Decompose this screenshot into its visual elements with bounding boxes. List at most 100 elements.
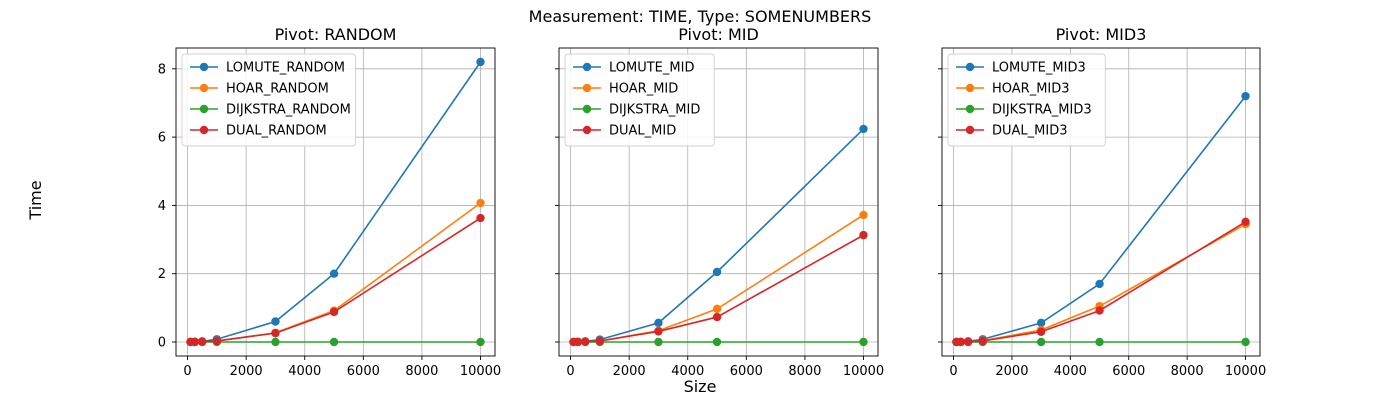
legend-marker	[965, 104, 975, 114]
y-tick-label: 0	[158, 336, 166, 351]
axes-frame	[558, 47, 879, 357]
legend-marker	[199, 125, 209, 135]
legend-box	[181, 53, 356, 147]
x-tick-label: 2000	[230, 364, 263, 379]
x-tick-label: 8000	[405, 364, 438, 379]
legend-marker	[965, 83, 975, 93]
data-point	[1095, 279, 1104, 289]
x-tick-label: 4000	[288, 364, 321, 379]
data-point	[329, 307, 339, 317]
axes-frame	[175, 47, 496, 357]
x-tick-label: 2000	[613, 364, 646, 379]
y-tick-label: 2	[158, 267, 166, 282]
data-point	[654, 337, 663, 347]
data-point	[712, 337, 722, 347]
subplot-title: Pivot: MID3	[1056, 25, 1147, 44]
x-tick-label: 8000	[788, 364, 821, 379]
legend-label: LOMUTE_MID3	[992, 61, 1086, 76]
legend-marker	[582, 83, 592, 93]
data-point	[476, 198, 485, 208]
x-tick-label: 10000	[843, 364, 884, 379]
data-point	[329, 337, 339, 347]
legend-label: LOMUTE_MID	[609, 61, 694, 76]
data-point	[859, 210, 868, 220]
x-tick-label: 0	[949, 364, 957, 379]
legend-box	[947, 53, 1106, 147]
data-point	[712, 267, 722, 277]
figure-y-label: Time	[26, 180, 45, 220]
data-point	[212, 336, 222, 346]
data-point	[654, 318, 663, 328]
data-point	[1036, 318, 1046, 328]
data-point	[1095, 306, 1104, 315]
y-tick-label: 6	[158, 131, 166, 146]
data-point	[271, 317, 280, 326]
subplot-2: 0 2000 4000 6000 8000 10000 Pivot: MID LOMUTE_M…	[555, 25, 884, 379]
data-point	[271, 328, 280, 338]
x-tick-label: 6000	[730, 364, 763, 379]
x-tick-label: 6000	[347, 364, 380, 379]
data-point	[476, 213, 485, 223]
x-tick-label: 4000	[671, 364, 704, 379]
x-tick-label: 8000	[1171, 364, 1204, 379]
x-tick-label: 10000	[1225, 364, 1266, 379]
legend-label: HOAR_MID	[609, 82, 678, 97]
data-point	[476, 337, 485, 347]
legend-label: DIJKSTRA_MID3	[992, 103, 1092, 118]
legend: LOMUTE_MID HOAR_MID DIJKSTRA_MID DUAL_MID	[564, 53, 715, 147]
legend-label: HOAR_MID3	[992, 82, 1070, 97]
data-point	[1036, 327, 1046, 336]
legend-marker	[965, 125, 975, 135]
x-tick-label: 2000	[995, 364, 1028, 379]
legend-label: LOMUTE_RANDOM	[226, 61, 345, 76]
subplot-title: Pivot: MID	[678, 25, 759, 44]
legend-label: DIJKSTRA_RANDOM	[226, 103, 351, 118]
data-point	[573, 337, 583, 347]
data-point	[1036, 337, 1046, 347]
legend-label: DIJKSTRA_MID	[609, 103, 700, 118]
data-point	[712, 304, 722, 314]
data-point	[963, 337, 973, 346]
data-point	[595, 336, 605, 346]
x-tick-label: 10000	[460, 364, 501, 379]
subplot-1: 0 2000 4000 6000 8000 10000 0 2 4 6 8 Pivot: RANDOM…	[158, 25, 501, 379]
data-point	[1241, 337, 1250, 347]
legend-marker	[582, 125, 592, 135]
x-tick-label: 0	[183, 364, 191, 379]
figure-x-label: Size	[684, 377, 717, 396]
legend-label: DUAL_RANDOM	[226, 124, 327, 139]
subplot-3: 0 2000 4000 6000 8000 10000 Pivot: MID3 LOMUTE_…	[938, 25, 1266, 379]
legend-marker	[582, 62, 592, 72]
axes-frame	[941, 47, 1261, 357]
data-point	[859, 337, 868, 347]
legend-marker	[582, 104, 592, 114]
y-tick-label: 4	[158, 199, 166, 214]
data-point	[859, 230, 868, 240]
data-point	[712, 312, 722, 322]
data-point	[190, 337, 200, 347]
legend-box	[564, 53, 715, 147]
subplot-title: Pivot: RANDOM	[275, 25, 397, 44]
data-point	[654, 327, 663, 336]
legend: LOMUTE_MID3 HOAR_MID3 DIJKSTRA_MID3 DUAL_MI…	[947, 53, 1106, 147]
data-point	[859, 124, 868, 134]
x-tick-label: 0	[566, 364, 574, 379]
legend-marker	[199, 62, 209, 72]
legend-label: DUAL_MID	[609, 124, 676, 139]
x-tick-label: 4000	[1054, 364, 1087, 379]
y-tick-label: 8	[158, 62, 166, 77]
data-point	[271, 337, 280, 347]
data-point	[956, 337, 966, 347]
data-point	[1241, 217, 1250, 227]
legend-label: HOAR_RANDOM	[226, 82, 329, 97]
data-point	[1095, 337, 1104, 347]
legend: LOMUTE_RANDOM HOAR_RANDOM DIJKSTRA_RANDOM D…	[181, 53, 356, 147]
x-tick-label: 6000	[1112, 364, 1145, 379]
data-point	[476, 57, 485, 67]
legend-label: DUAL_MID3	[992, 124, 1068, 139]
data-point	[1241, 91, 1250, 101]
figure-suptitle: Measurement: TIME, Type: SOMENUMBERS	[529, 7, 872, 26]
legend-marker	[199, 104, 209, 114]
